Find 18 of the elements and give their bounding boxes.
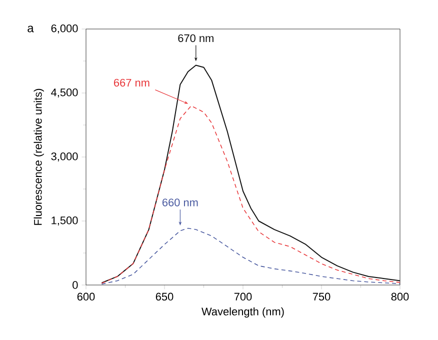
- x-tick-label: 600: [77, 292, 95, 301]
- x-tick-label: 800: [391, 292, 409, 301]
- y-tick-label: 0: [72, 281, 78, 289]
- y-tick-label: 4,500: [51, 88, 78, 98]
- x-axis-title: Wavelength (nm): [202, 307, 284, 318]
- y-tick-label: 1,500: [52, 216, 78, 226]
- annotation: 670 nm: [178, 34, 214, 42]
- y-tick-label: 6,000: [51, 24, 78, 34]
- line-series: [101, 105, 400, 284]
- x-tick-label: 650: [156, 292, 174, 301]
- annotation: 667 nm: [114, 78, 150, 87]
- x-tick-label: 700: [234, 292, 252, 301]
- line-series: [101, 64, 401, 284]
- text: a: [28, 26, 34, 32]
- y-axis-title: Fluorescence (relative units): [34, 88, 44, 225]
- y-tick-label: 3,000: [51, 152, 78, 162]
- annotation: 660 nm: [162, 198, 198, 206]
- x-tick-label: 750: [312, 292, 330, 301]
